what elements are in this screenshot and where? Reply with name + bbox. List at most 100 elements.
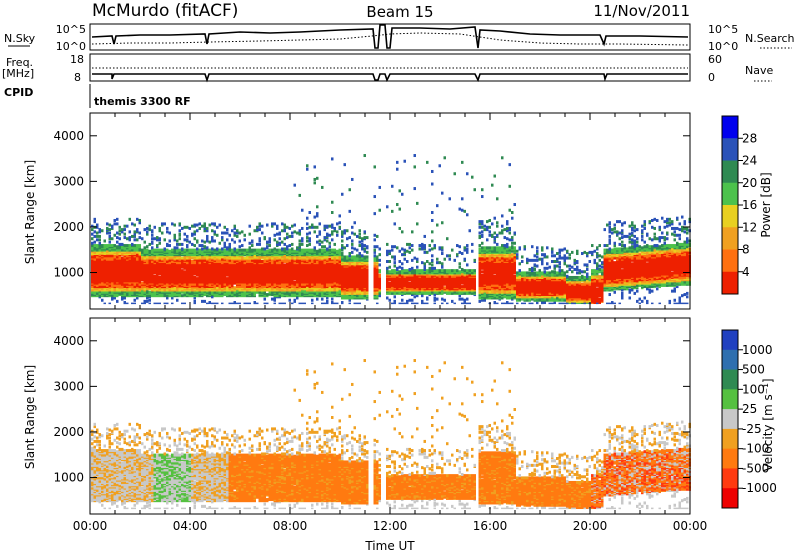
power-cell: [296, 246, 299, 249]
power-cell: [184, 303, 187, 305]
power-cell: [364, 247, 367, 250]
power-cell: [326, 247, 329, 250]
power-cell: [314, 216, 317, 219]
power-cell: [334, 303, 337, 305]
power-cell: [364, 255, 367, 258]
power-cell: [276, 241, 279, 244]
nave-tick-low: 0: [708, 71, 715, 84]
power-cell: [364, 154, 367, 157]
power-cell: [194, 249, 197, 252]
power-cell: [336, 234, 339, 237]
power-cell: [286, 233, 289, 236]
power-cell: [321, 241, 324, 244]
power-cell: [324, 249, 327, 252]
power-cell: [261, 260, 264, 263]
cpid-panel: CPID themis 3300 RF: [4, 84, 191, 108]
power-cell: [199, 227, 202, 230]
power-cell: [109, 241, 112, 244]
power-cell: [294, 299, 297, 302]
power-cell: [124, 244, 127, 247]
power-cell: [364, 244, 367, 247]
power-cell: [234, 232, 237, 235]
power-cell: [291, 232, 294, 235]
power-cell: [294, 230, 297, 233]
power-cell: [226, 246, 229, 249]
power-cell: [164, 238, 167, 241]
power-cell: [316, 298, 319, 301]
power-cell: [144, 246, 147, 249]
power-cell: [291, 303, 294, 305]
power-cell: [351, 232, 354, 235]
power-cell: [209, 301, 212, 304]
power-cell: [181, 257, 184, 260]
power-cell: [289, 299, 292, 302]
power-cell: [331, 303, 334, 305]
power-cell: [119, 237, 122, 240]
power-cell: [349, 236, 352, 239]
power-cell: [206, 227, 209, 230]
power-cell: [154, 237, 157, 240]
summary-plot: McMurdo (fitACF) Beam 15 11/Nov/2011 N.S…: [0, 0, 800, 554]
power-cell: [144, 300, 147, 303]
power-cell: [311, 249, 314, 252]
power-cell: [116, 300, 119, 303]
search-tick-high: 10^5: [708, 23, 738, 36]
power-cell: [249, 303, 252, 305]
power-cell: [104, 303, 107, 305]
power-cell: [341, 193, 344, 196]
power-cell: [314, 226, 317, 229]
power-cell: [309, 249, 312, 252]
power-cell: [116, 245, 119, 248]
power-cell: [164, 222, 167, 225]
n-sky-trace: [92, 25, 688, 48]
power-cell: [211, 303, 214, 305]
power-cell: [291, 247, 294, 250]
power-cell: [331, 298, 334, 301]
power-cell: [344, 163, 347, 166]
power-cell: [306, 239, 309, 242]
power-cell: [276, 225, 279, 228]
power-cell: [374, 195, 377, 198]
power-cell: [124, 225, 127, 228]
power-cell: [331, 238, 334, 241]
freq-nave-panel: Freq. [MHz] 18 8 60 0 Nave: [2, 53, 773, 84]
power-cell: [206, 235, 209, 238]
power-cell: [286, 226, 289, 229]
power-cell: [259, 243, 262, 246]
cpid-label: CPID: [4, 86, 33, 99]
power-cell: [154, 303, 157, 305]
power-cell: [194, 303, 197, 305]
power-cell: [144, 241, 147, 244]
power-cell: [359, 241, 362, 244]
power-cell: [91, 228, 94, 231]
power-cell: [316, 226, 319, 229]
power-cell: [361, 243, 364, 246]
power-cell: [151, 246, 154, 249]
power-cell: [266, 250, 269, 253]
power-cell: [306, 244, 309, 247]
power-cell: [119, 229, 122, 232]
power-cell: [309, 226, 312, 229]
power-cell: [254, 229, 257, 232]
power-cell: [321, 298, 324, 301]
power-cell: [264, 303, 267, 305]
power-cell: [306, 227, 309, 230]
power-cell: [354, 221, 357, 224]
power-cell: [211, 247, 214, 250]
power-cell: [171, 303, 174, 305]
power-cell: [251, 239, 254, 242]
power-cell: [341, 239, 344, 242]
power-cell: [244, 303, 247, 305]
power-cell: [374, 249, 377, 252]
power-cell: [106, 227, 109, 230]
power-cell: [279, 242, 282, 245]
power-cell: [361, 254, 364, 257]
power-cell: [306, 249, 309, 252]
power-cell: [379, 247, 382, 250]
power-cell: [379, 274, 382, 277]
power-cell: [291, 225, 294, 228]
power-cell: [121, 228, 124, 231]
power-cell: [256, 226, 259, 229]
freq-tick-low: 8: [74, 71, 81, 84]
power-cell: [264, 298, 267, 301]
